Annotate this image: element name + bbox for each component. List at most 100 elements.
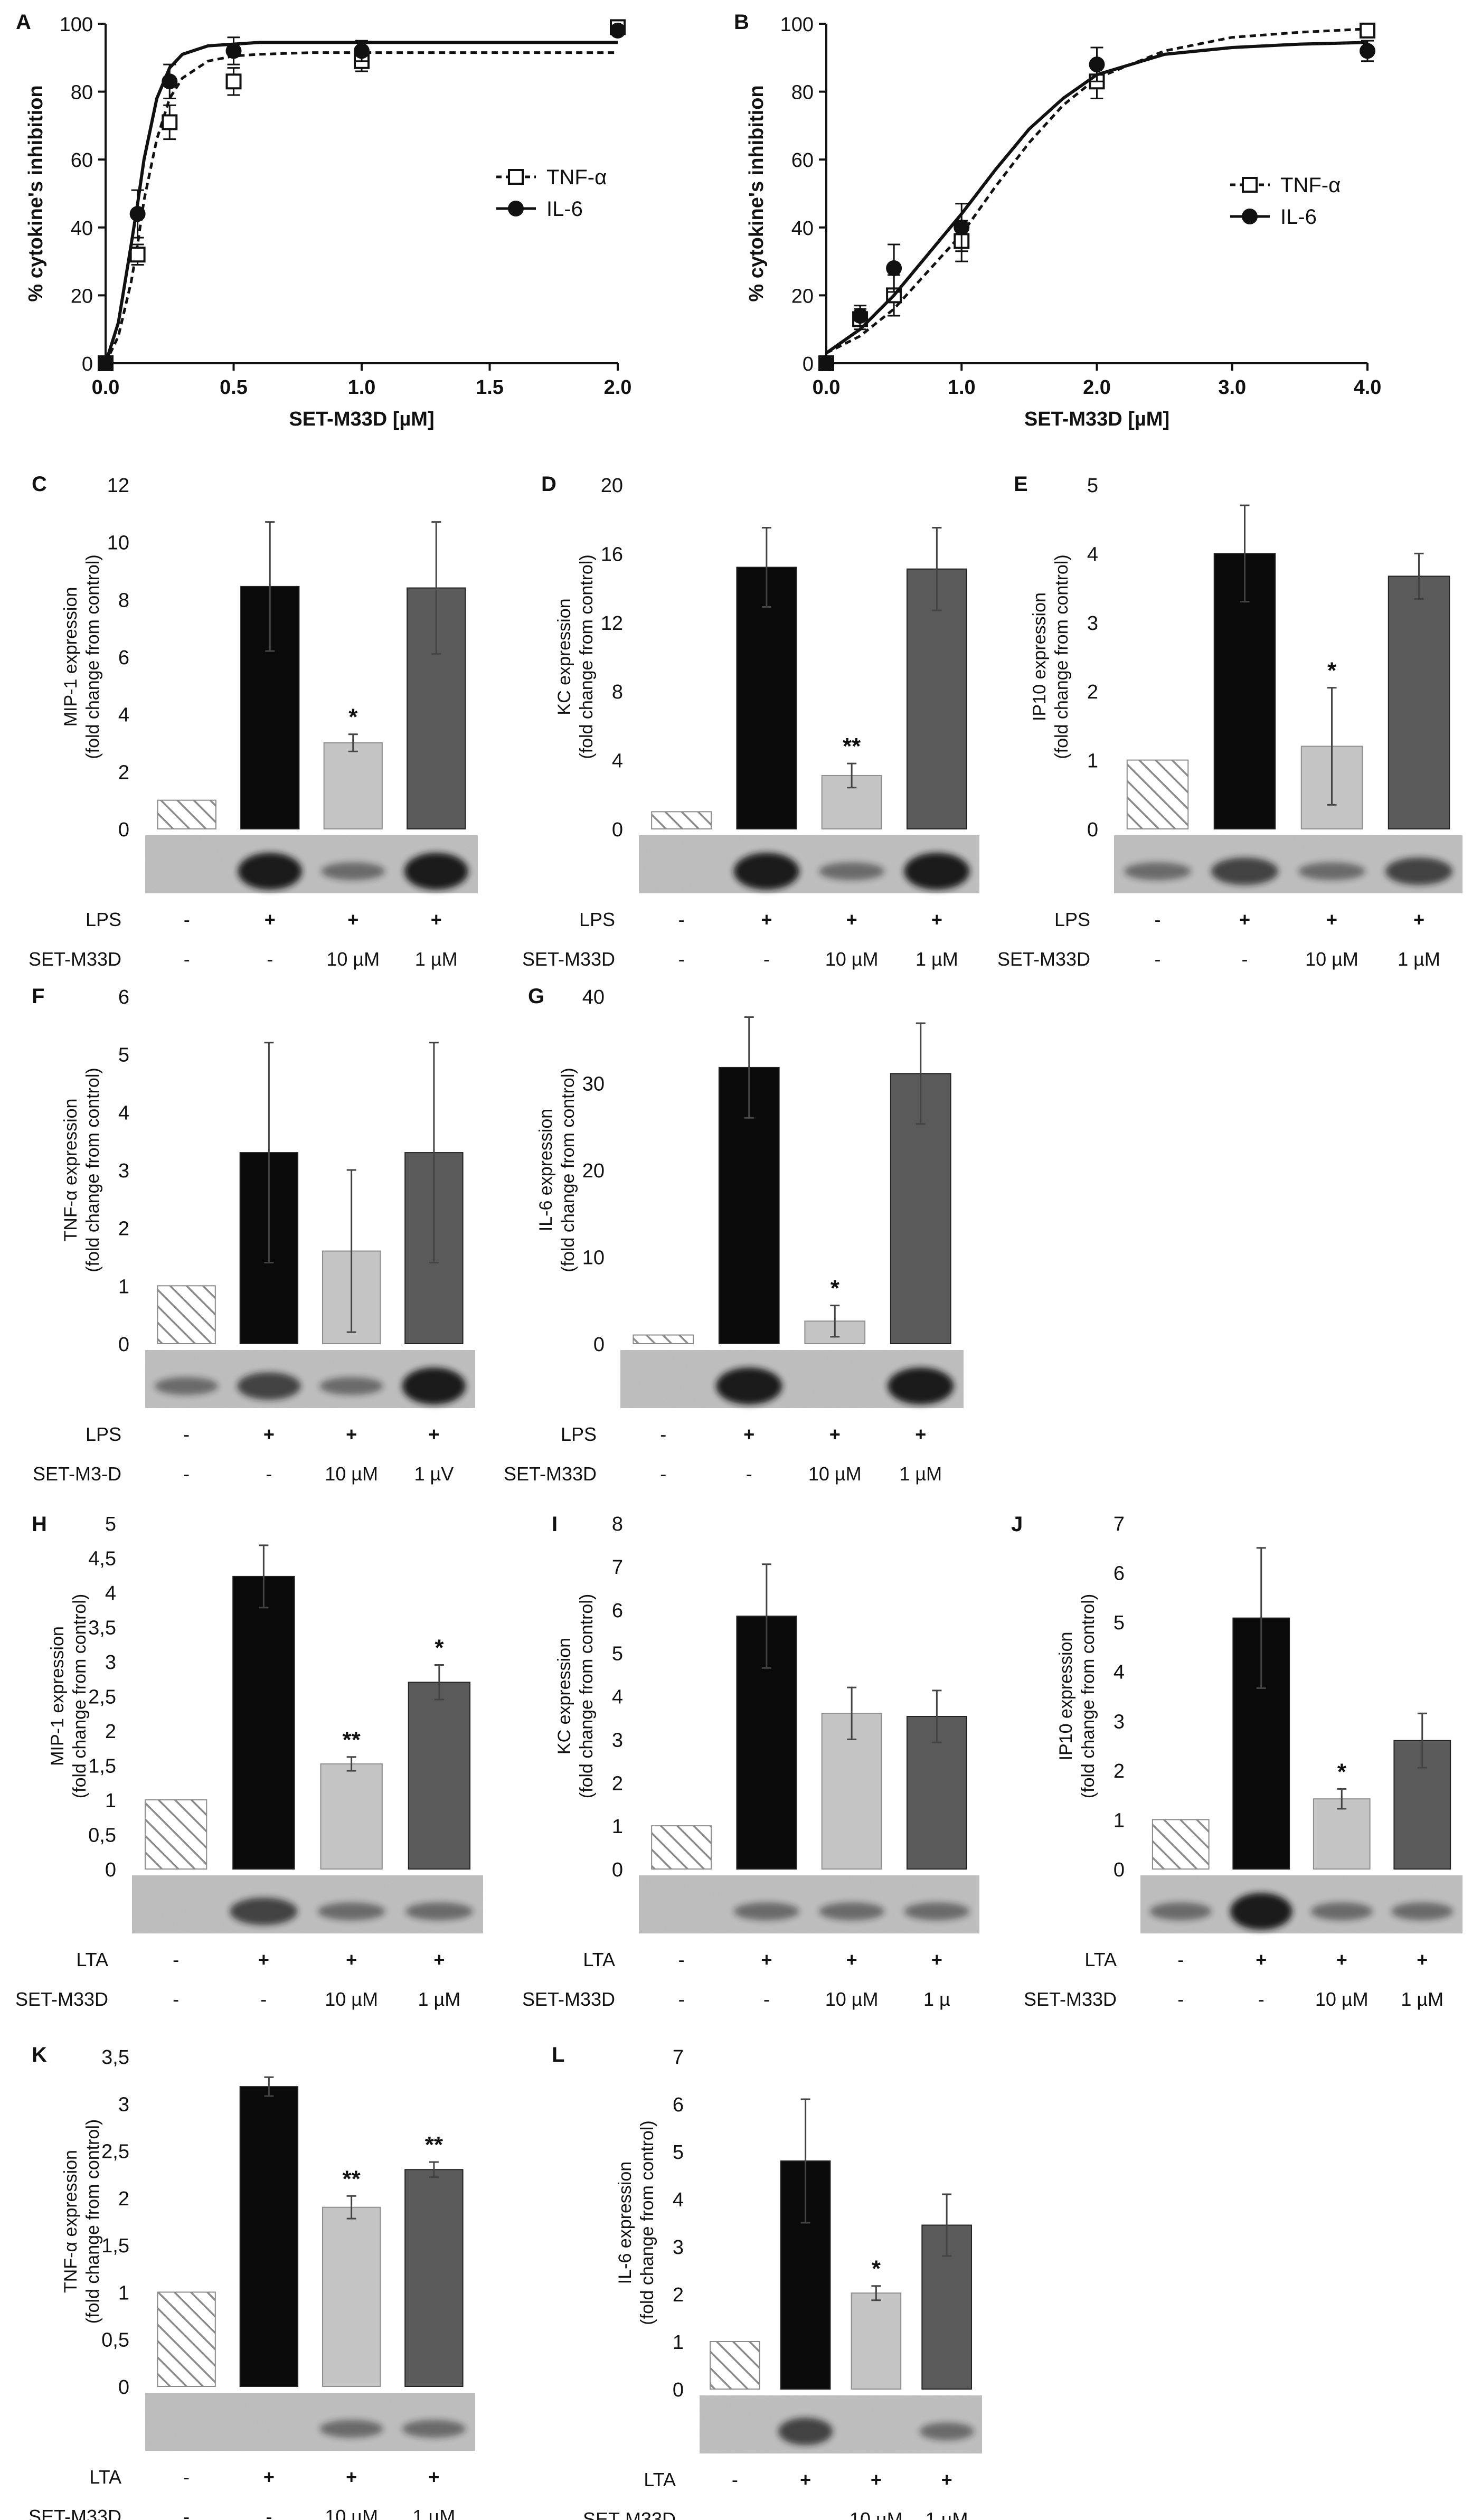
stimulus-label: LTA xyxy=(583,1949,615,1970)
legend-label: TNF-α xyxy=(1280,174,1341,197)
y-tick-label: 10 xyxy=(107,532,129,554)
stimulus-value: + xyxy=(263,1423,275,1445)
y-tick-label: 3 xyxy=(118,1160,129,1182)
y-tick-label: 0 xyxy=(82,353,93,375)
stimulus-label: LTA xyxy=(89,2466,121,2488)
bar-0 xyxy=(1152,1819,1210,1870)
stimulus-value: + xyxy=(433,1949,445,1970)
gel-band xyxy=(321,862,385,881)
y-tick-label: 8 xyxy=(612,681,623,703)
y-tick-label: 100 xyxy=(780,14,814,36)
y-tick-label: 40 xyxy=(71,218,93,240)
gel-band xyxy=(919,2422,974,2441)
y-tick-label: 0 xyxy=(118,2376,129,2399)
y-tick-label: 30 xyxy=(582,1073,605,1096)
gel-band xyxy=(778,2418,833,2446)
y-axis-label: MIP-1 expression xyxy=(48,1626,68,1766)
y-axis-label: (fold change from control) xyxy=(83,2119,103,2324)
gel-band xyxy=(405,1902,473,1921)
gel-band xyxy=(733,1902,799,1921)
y-tick-label: 1 xyxy=(612,1816,623,1838)
y-tick-label: 3 xyxy=(118,2093,129,2116)
y-tick-label: 1,5 xyxy=(101,2235,129,2257)
stimulus-value: - xyxy=(678,1949,685,1970)
stimulus-value: - xyxy=(184,909,190,930)
y-axis-label: (fold change from control) xyxy=(83,554,103,759)
stimulus-label: LTA xyxy=(76,1949,108,1970)
stimulus-value: + xyxy=(941,2469,952,2490)
panel-letter: F xyxy=(32,985,44,1008)
y-tick-label: 7 xyxy=(1114,1513,1125,1535)
y-tick-label: 4 xyxy=(118,1102,129,1124)
y-tick-label: 2 xyxy=(105,1721,116,1743)
y-tick-label: 1 xyxy=(118,1276,129,1298)
y-tick-label: 40 xyxy=(582,986,605,1008)
y-tick-label: 2 xyxy=(1087,681,1098,703)
gel-band xyxy=(1298,862,1366,881)
chart-panel-C: C 0 2 4 6 8 10 12 MIP-1 expression (fold change f… xyxy=(29,473,478,970)
legend-marker xyxy=(508,169,524,185)
stimulus-value: + xyxy=(428,2466,439,2488)
x-tick-label: 2.0 xyxy=(604,376,632,399)
treatment-value: - xyxy=(267,948,273,970)
treatment-value: - xyxy=(678,948,685,970)
chart-panel-I: I 0 1 2 3 4 5 6 7 8 KC expression (fold change from… xyxy=(522,1513,979,2010)
panel-letter: E xyxy=(1014,473,1028,496)
y-axis-label: (fold change from control) xyxy=(1052,554,1072,759)
y-tick-label: 2 xyxy=(612,1772,623,1795)
treatment-value: 10 µM xyxy=(325,2506,378,2520)
y-tick-label: 4 xyxy=(1114,1662,1125,1684)
y-tick-label: 20 xyxy=(71,285,93,307)
bar-0 xyxy=(651,811,712,830)
treatment-label: SET-M33D xyxy=(1024,1988,1117,2010)
bar-0 xyxy=(157,2291,216,2387)
point-TNF-α xyxy=(1360,22,1375,39)
bar-1 xyxy=(232,1575,295,1870)
stimulus-value: + xyxy=(258,1949,269,1970)
stimulus-value: + xyxy=(743,1423,754,1445)
y-tick-label: 0 xyxy=(803,353,814,375)
significance-star: * xyxy=(872,2256,881,2282)
stimulus-value: - xyxy=(732,2469,738,2490)
y-axis-label: KC expression xyxy=(554,598,574,715)
chart-panel-H: H 0 0,5 1 1,5 2 2,5 3 3,5 4 4,5 5 MIP-1 expression (f… xyxy=(15,1513,483,2010)
stimulus-label: LPS xyxy=(1054,909,1090,930)
treatment-value: 1 µM xyxy=(1401,1988,1443,2010)
y-tick-label: 12 xyxy=(601,612,623,635)
y-tick-label: 2 xyxy=(1114,1760,1125,1782)
stimulus-value: - xyxy=(183,1423,190,1445)
legend-label: IL-6 xyxy=(1280,205,1317,229)
gel-band xyxy=(230,1898,298,1926)
treatment-value: 1 µM xyxy=(899,1463,942,1485)
panel-letter: L xyxy=(552,2043,564,2066)
bar-0 xyxy=(1126,759,1189,829)
bar-2 xyxy=(320,1763,383,1870)
y-axis-label: IL-6 expression xyxy=(536,1109,556,1231)
stimulus-value: - xyxy=(183,2466,190,2488)
treatment-value: 10 µM xyxy=(325,1988,378,2010)
treatment-value: 1 µ xyxy=(923,1988,950,2010)
treatment-label: SET-M33D xyxy=(29,2506,121,2520)
treatment-value: - xyxy=(763,948,770,970)
stimulus-value: + xyxy=(1326,909,1337,930)
significance-star: * xyxy=(831,1276,840,1301)
y-tick-label: 6 xyxy=(1114,1563,1125,1585)
treatment-value: - xyxy=(173,1988,179,2010)
bar-1 xyxy=(239,2086,299,2387)
stimulus-value: + xyxy=(263,2466,275,2488)
y-tick-label: 1 xyxy=(1114,1809,1125,1832)
gel-band xyxy=(904,853,970,890)
panel-letter: C xyxy=(32,473,47,496)
y-axis-label: TNF-α expression xyxy=(61,1099,81,1242)
significance-star: ** xyxy=(343,2166,361,2192)
treatment-value: 10 µM xyxy=(1305,948,1358,970)
y-axis-label: % cytokine's inhibition xyxy=(25,85,47,301)
point-IL-6 xyxy=(129,206,146,222)
treatment-label: SET-M33D xyxy=(522,1988,615,2010)
treatment-label: SET-M33D xyxy=(997,948,1090,970)
y-axis-label: MIP-1 expression xyxy=(61,587,81,727)
treatment-value: 10 µM xyxy=(1315,1988,1369,2010)
point-TNF-α xyxy=(129,247,146,263)
treatment-value: - xyxy=(1155,948,1161,970)
stimulus-value: + xyxy=(800,2469,811,2490)
